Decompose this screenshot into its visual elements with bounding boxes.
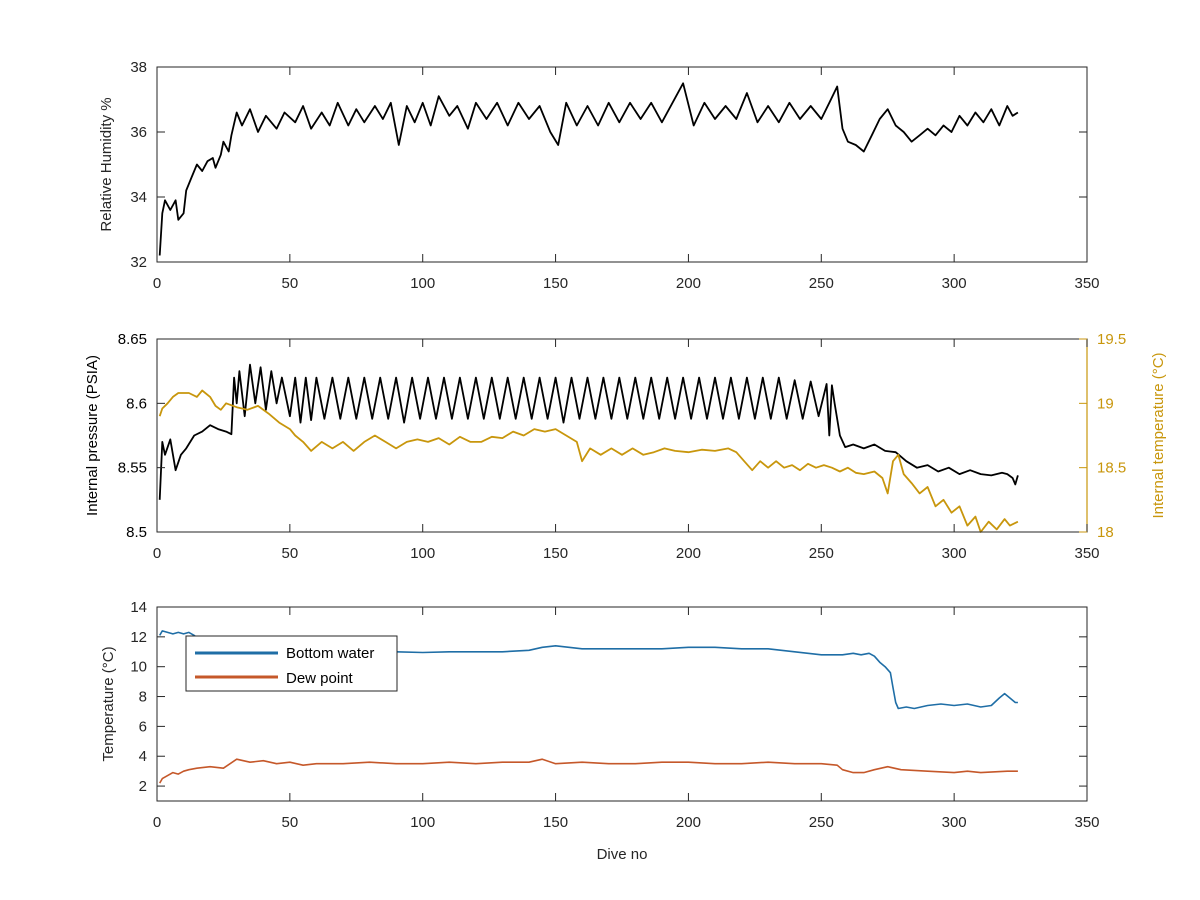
pressure-x-tick-label: 200 <box>676 545 701 562</box>
temperature-y-tick-label: 12 <box>130 629 147 646</box>
humidity-axes-box <box>156 66 1088 263</box>
temperature-y2-tick-label: 18.5 <box>1097 460 1126 477</box>
humidity-x-tick-label: 350 <box>1074 275 1099 292</box>
pressure-series-layer <box>158 363 1019 533</box>
humidity-y-tick-label: 38 <box>130 59 147 76</box>
temperature-y-tick-label: 14 <box>130 599 147 616</box>
temperature-ticks: 0 50 100 150 200 250 300 350 2 4 6 8 10 12 14 <box>130 599 1099 831</box>
humidity-x-tick-label: 300 <box>942 275 967 292</box>
humidity-x-tick-label: 200 <box>676 275 701 292</box>
pressure-panel: 0 50 100 150 200 250 300 350 8.5 8.55 8.6 8.65 18 18.… <box>84 331 1167 562</box>
legend-box <box>185 635 398 692</box>
series-line-dew-point <box>159 758 1018 784</box>
pressure-y-tick-label: 8.65 <box>118 331 147 348</box>
temperature-y-tick-label: 8 <box>139 689 147 706</box>
temperature-x-tick-label: 300 <box>942 814 967 831</box>
temperature-y-tick-label: 10 <box>130 659 147 676</box>
humidity-y-axis-label: Relative Humidity % <box>98 97 115 231</box>
pressure-y-tick-label: 8.6 <box>126 395 147 412</box>
pressure-y-tick-label: 8.5 <box>126 524 147 541</box>
pressure-x-tick-label: 350 <box>1074 545 1099 562</box>
pressure-x-tick-label: 150 <box>543 545 568 562</box>
legend-label-bottom-water: Bottom water <box>286 645 374 662</box>
pressure-x-tick-label: 300 <box>942 545 967 562</box>
pressure-x-tick-label: 250 <box>809 545 834 562</box>
temperature-y2-tick-label: 19.5 <box>1097 331 1126 348</box>
temperature-y2-tick-label: 18 <box>1097 524 1114 541</box>
humidity-panel: 0 50 100 150 200 250 300 350 32 34 36 38 Relative H… <box>98 59 1100 292</box>
humidity-x-tick-label: 50 <box>282 275 299 292</box>
humidity-x-tick-label: 100 <box>410 275 435 292</box>
temperature-x-tick-label: 150 <box>543 814 568 831</box>
humidity-ticks: 0 50 100 150 200 250 300 350 32 34 36 38 <box>130 59 1099 292</box>
humidity-x-tick-label: 250 <box>809 275 834 292</box>
series-line-internal-temperature <box>158 389 1019 533</box>
pressure-x-tick-label: 100 <box>410 545 435 562</box>
temperature-panel: 0 50 100 150 200 250 300 350 2 4 6 8 10 12 14 Temperat… <box>100 599 1100 863</box>
series-line-relative-humidity <box>158 82 1019 256</box>
temperature-y-tick-label: 6 <box>139 718 147 735</box>
temperature-x-tick-label: 350 <box>1074 814 1099 831</box>
humidity-x-tick-label: 150 <box>543 275 568 292</box>
pressure-x-tick-label: 0 <box>153 545 161 562</box>
humidity-y-tick-label: 32 <box>130 254 147 271</box>
temperature-x-tick-label: 0 <box>153 814 161 831</box>
pressure-y-axis-label: Internal pressure (PSIA) <box>84 355 101 516</box>
pressure-ticks: 0 50 100 150 200 250 300 350 8.5 8.55 8.6 8.65 18 18.… <box>118 331 1126 562</box>
humidity-y-tick-label: 34 <box>130 189 147 206</box>
series-line-internal-pressure <box>158 363 1019 500</box>
pressure-x-tick-label: 50 <box>282 545 299 562</box>
x-axis-label: Dive no <box>597 846 648 863</box>
temperature-x-tick-label: 250 <box>809 814 834 831</box>
temperature-x-tick-label: 200 <box>676 814 701 831</box>
temperature-axes-box <box>156 606 1088 802</box>
temperature-y-tick-label: 2 <box>139 778 147 795</box>
legend-label-dew-point: Dew point <box>286 670 354 687</box>
humidity-series-layer <box>158 82 1019 256</box>
legend: Bottom water Dew point <box>185 635 398 692</box>
temperature-y-tick-label: 4 <box>139 748 147 765</box>
humidity-x-tick-label: 0 <box>153 275 161 292</box>
temperature-x-tick-label: 50 <box>282 814 299 831</box>
pressure-y-tick-label: 8.55 <box>118 460 147 477</box>
temperature-x-tick-label: 100 <box>410 814 435 831</box>
temperature-y-axis-label: Internal temperature (°C) <box>1150 352 1167 518</box>
humidity-y-tick-label: 36 <box>130 124 147 141</box>
temperature-y2-tick-label: 19 <box>1097 395 1114 412</box>
temperature-y-axis-label-celsius: Temperature (°C) <box>100 646 117 761</box>
